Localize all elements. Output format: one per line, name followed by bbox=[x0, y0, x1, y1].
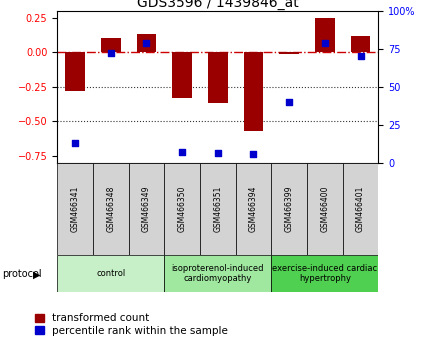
Text: exercise-induced cardiac
hypertrophy: exercise-induced cardiac hypertrophy bbox=[272, 264, 378, 283]
FancyBboxPatch shape bbox=[307, 163, 343, 255]
Bar bbox=[65, 52, 85, 91]
Text: GSM466400: GSM466400 bbox=[320, 185, 330, 232]
Point bbox=[72, 140, 79, 145]
Text: GSM466401: GSM466401 bbox=[356, 185, 365, 232]
FancyBboxPatch shape bbox=[271, 163, 307, 255]
Text: GSM466351: GSM466351 bbox=[213, 185, 222, 232]
Text: GSM466399: GSM466399 bbox=[285, 185, 293, 232]
Text: isoproterenol-induced
cardiomyopathy: isoproterenol-induced cardiomyopathy bbox=[172, 264, 264, 283]
FancyBboxPatch shape bbox=[57, 163, 93, 255]
Bar bbox=[101, 38, 121, 52]
Point bbox=[143, 40, 150, 46]
Text: GSM466349: GSM466349 bbox=[142, 185, 151, 232]
Bar bbox=[172, 52, 192, 98]
Bar bbox=[136, 34, 156, 52]
Point bbox=[250, 151, 257, 157]
Text: GSM466348: GSM466348 bbox=[106, 185, 115, 232]
Text: GSM466394: GSM466394 bbox=[249, 185, 258, 232]
FancyBboxPatch shape bbox=[128, 163, 164, 255]
FancyBboxPatch shape bbox=[57, 255, 164, 292]
Bar bbox=[279, 52, 299, 54]
Point bbox=[321, 40, 328, 46]
Point bbox=[214, 150, 221, 156]
FancyBboxPatch shape bbox=[164, 255, 271, 292]
Legend: transformed count, percentile rank within the sample: transformed count, percentile rank withi… bbox=[35, 313, 228, 336]
FancyBboxPatch shape bbox=[271, 255, 378, 292]
Text: GSM466341: GSM466341 bbox=[70, 185, 80, 232]
Text: protocol: protocol bbox=[2, 269, 42, 279]
Bar bbox=[244, 52, 263, 131]
Point bbox=[357, 53, 364, 59]
Point bbox=[107, 50, 114, 56]
Text: ▶: ▶ bbox=[33, 269, 40, 279]
Bar bbox=[315, 18, 335, 52]
Bar bbox=[208, 52, 227, 103]
FancyBboxPatch shape bbox=[164, 163, 200, 255]
Text: GSM466350: GSM466350 bbox=[178, 185, 187, 232]
Point bbox=[286, 99, 293, 105]
Point bbox=[179, 150, 186, 155]
Title: GDS3596 / 1439846_at: GDS3596 / 1439846_at bbox=[137, 0, 299, 10]
FancyBboxPatch shape bbox=[236, 163, 271, 255]
FancyBboxPatch shape bbox=[343, 163, 378, 255]
FancyBboxPatch shape bbox=[200, 163, 236, 255]
Text: control: control bbox=[96, 269, 125, 278]
FancyBboxPatch shape bbox=[93, 163, 128, 255]
Bar bbox=[351, 35, 370, 52]
